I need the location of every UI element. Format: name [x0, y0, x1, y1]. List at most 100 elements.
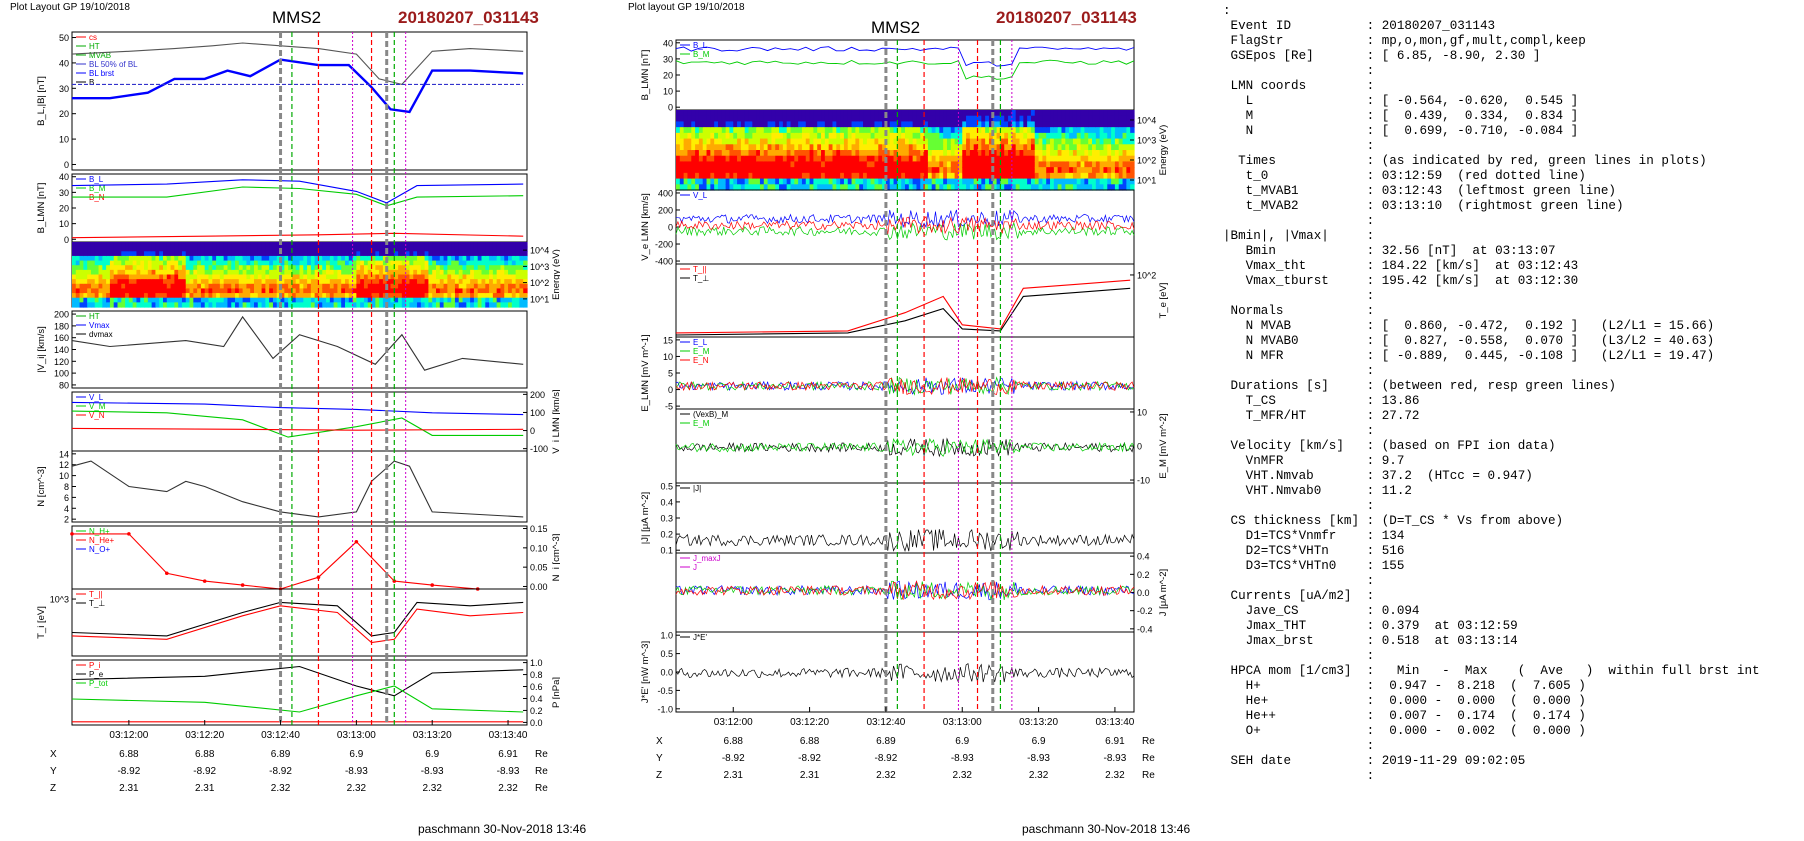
spectrogram-cell: [1072, 167, 1078, 174]
spectrogram-cell: [291, 255, 297, 262]
spectrogram-cell: [439, 297, 445, 303]
spectrogram-cell: [889, 172, 895, 180]
spectrogram-cell: [212, 283, 217, 290]
spectrogram-cell: [920, 115, 925, 123]
spectrogram-cell: [805, 155, 811, 163]
spectrogram-cell: [1088, 184, 1093, 191]
spectrogram-cell: [1084, 161, 1089, 168]
y-tick-label: 15: [663, 335, 673, 345]
spectrogram-cell: [714, 184, 719, 191]
spectrogram-cell: [136, 297, 141, 303]
spectrogram-cell: [786, 121, 792, 128]
spectrogram-cell: [790, 115, 795, 123]
spectrogram-cell: [759, 144, 765, 151]
spectrogram-cell: [966, 167, 971, 174]
spectrogram-cell: [1034, 150, 1040, 157]
spectrogram-cell: [687, 184, 692, 191]
spectrogram-cell: [242, 251, 248, 257]
spectrogram-cell: [470, 279, 475, 285]
spectrogram-cell: [246, 293, 251, 299]
spectrogram-cell: [962, 155, 967, 163]
spectrogram-cell: [1092, 150, 1097, 157]
spectrogram-cell: [1072, 178, 1078, 185]
spectrogram-cell: [489, 297, 494, 303]
spectrogram-cell: [1118, 132, 1124, 140]
spectrogram-cell: [1130, 172, 1135, 180]
spectrogram-cell: [981, 144, 986, 151]
spectrogram-cell: [737, 155, 742, 163]
spectrogram-cell: [931, 172, 937, 180]
spectrogram-cell: [790, 138, 795, 145]
position-row-label: X: [50, 749, 57, 760]
spectrogram-cell: [333, 255, 339, 262]
spectrogram-cell: [178, 283, 183, 290]
spectrogram-cell: [159, 274, 164, 280]
spectrogram-cell: [992, 161, 998, 168]
spectrogram-cell: [508, 251, 513, 257]
spectrogram-cell: [511, 302, 517, 308]
spectrogram-cell: [771, 184, 776, 191]
spectrogram-cell: [451, 302, 456, 308]
spectrogram-cell: [824, 161, 830, 168]
spectrogram-cell: [843, 127, 849, 134]
spectrogram-cell: [356, 293, 361, 299]
spectrogram-cell: [1008, 155, 1013, 163]
spectrogram-cell: [1099, 178, 1105, 185]
spectrogram-cell: [851, 155, 856, 163]
spectrogram-cell: [197, 293, 202, 299]
spectrogram-cell: [451, 269, 456, 276]
spectrogram-cell: [756, 172, 761, 180]
spectrogram-cell: [889, 127, 895, 134]
spectrogram-cell: [1046, 184, 1051, 191]
spectrogram-cell: [954, 110, 960, 117]
spectrogram-cell: [367, 265, 373, 271]
spectrogram-cell: [261, 279, 266, 285]
spectrogram-cell: [981, 121, 986, 128]
spectrogram-cell: [775, 115, 780, 123]
spectrogram-cell: [813, 172, 818, 180]
spectrogram-cell: [863, 172, 868, 180]
position-value: -8.93: [1104, 753, 1127, 764]
spectrogram-cell: [367, 251, 373, 257]
spectrogram-cell: [878, 172, 883, 180]
spectrogram-cell: [90, 251, 96, 257]
spectrogram-cell: [246, 242, 251, 248]
spectrogram-cell: [920, 150, 925, 157]
spectrogram-cell: [204, 302, 210, 308]
spectrogram-cell: [492, 283, 498, 290]
spectrogram-cell: [1122, 110, 1127, 117]
spectrogram-cell: [702, 115, 708, 123]
spectrogram-cell: [927, 161, 933, 168]
spectrogram-cell: [859, 144, 864, 151]
spectrogram-cell: [885, 178, 891, 185]
spectrogram-cell: [851, 115, 856, 123]
spectrogram-cell: [280, 255, 285, 262]
spectrogram-cell: [1042, 167, 1047, 174]
spectrogram-cell: [805, 161, 811, 168]
spectrogram-cell: [375, 279, 380, 285]
spectrogram-cell: [908, 144, 914, 151]
spectrogram-cell: [943, 150, 948, 157]
spectrogram-cell: [307, 260, 312, 266]
spectrogram-cell: [269, 269, 274, 276]
spectrogram-cell: [874, 161, 879, 168]
spectrogram-cell: [121, 246, 126, 252]
spectrogram-cell: [752, 115, 757, 123]
spectrogram-cell: [1023, 155, 1028, 163]
spectrogram-cell: [809, 150, 814, 157]
position-value: -8.92: [193, 766, 216, 777]
spectrogram-cell: [87, 283, 92, 290]
spectrogram-cell: [946, 167, 952, 174]
spectrogram-cell: [790, 150, 795, 157]
spectrogram-cell: [382, 251, 388, 257]
spectrogram-cell: [882, 172, 887, 180]
spectrogram-cell: [798, 184, 803, 191]
spectrogram-cell: [174, 255, 179, 262]
spectrogram-cell: [163, 251, 168, 257]
spectrogram-cell: [851, 172, 856, 180]
spectrogram-cell: [828, 132, 834, 140]
spectrogram-cell: [893, 115, 898, 123]
panel-p7: 0.000.050.100.15N_i [cm^-3]N_H+N_He+N_O+: [70, 524, 560, 592]
spectrogram-cell: [1027, 167, 1032, 174]
spectrogram-cell: [866, 161, 872, 168]
